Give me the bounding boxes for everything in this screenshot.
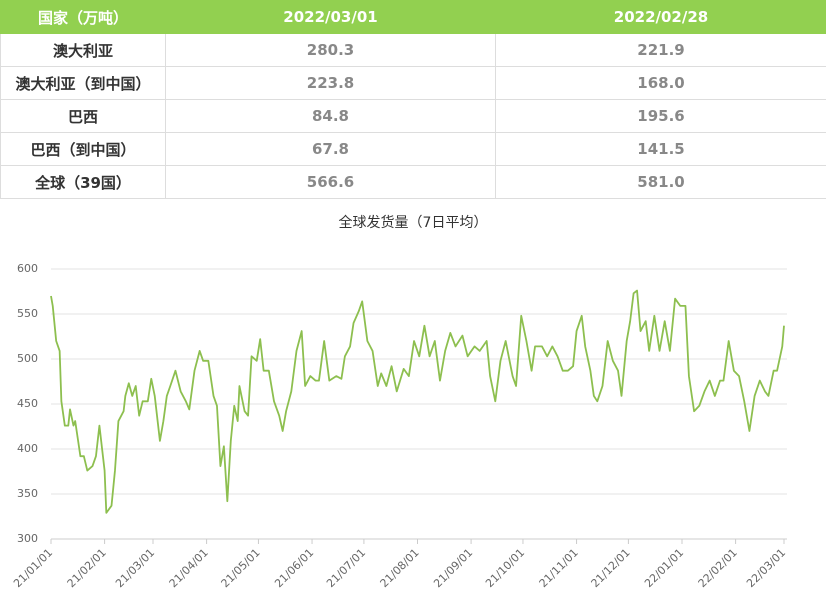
line-series [51,291,784,513]
x-tick-label: 21/07/01 [324,546,368,590]
country-cell: 巴西 [1,100,166,133]
x-tick-label: 21/09/01 [431,546,475,590]
value-cell: 141.5 [496,133,826,166]
x-tick-label: 21/11/01 [537,546,581,590]
x-tick-label: 21/08/01 [378,546,422,590]
y-tick-label: 600 [17,262,38,275]
country-cell: 全球（39国） [1,166,166,199]
y-tick-label: 500 [17,352,38,365]
chart: 全球发货量（7日平均） 300 350 400 450 500 550 600 21/01/0… [0,199,826,596]
header-cell: 2022/02/28 [496,1,826,34]
y-tick-label: 350 [17,487,38,500]
x-tick-label: 21/01/01 [11,546,55,590]
y-tick-label: 400 [17,442,38,455]
country-cell: 澳大利亚 [1,34,166,67]
x-tick-label: 22/03/01 [744,546,788,590]
x-tick-label: 21/05/01 [219,546,263,590]
x-tick-label: 21/06/01 [272,546,316,590]
x-tick-label: 21/02/01 [65,546,109,590]
x-tick-label: 21/04/01 [167,546,211,590]
y-tick-label: 550 [17,307,38,320]
chart-title: 全球发货量（7日平均） [339,214,488,231]
x-tick-label: 21/03/01 [113,546,157,590]
value-cell: 280.3 [166,34,496,67]
value-cell: 168.0 [496,67,826,100]
header-cell: 国家（万吨） [1,1,166,34]
country-cell: 澳大利亚（到中国） [1,67,166,100]
value-cell: 67.8 [166,133,496,166]
value-cell: 581.0 [496,166,826,199]
x-tick-label: 22/01/01 [642,546,686,590]
value-cell: 223.8 [166,67,496,100]
x-tick-label: 21/12/01 [589,546,633,590]
value-cell: 221.9 [496,34,826,67]
x-tick-label: 21/10/01 [483,546,527,590]
y-tick-label: 450 [17,397,38,410]
x-tick-label: 22/02/01 [696,546,740,590]
country-cell: 巴西（到中国） [1,133,166,166]
value-cell: 195.6 [496,100,826,133]
header-cell: 2022/03/01 [166,1,496,34]
y-tick-label: 300 [17,532,38,545]
value-cell: 566.6 [166,166,496,199]
value-cell: 84.8 [166,100,496,133]
